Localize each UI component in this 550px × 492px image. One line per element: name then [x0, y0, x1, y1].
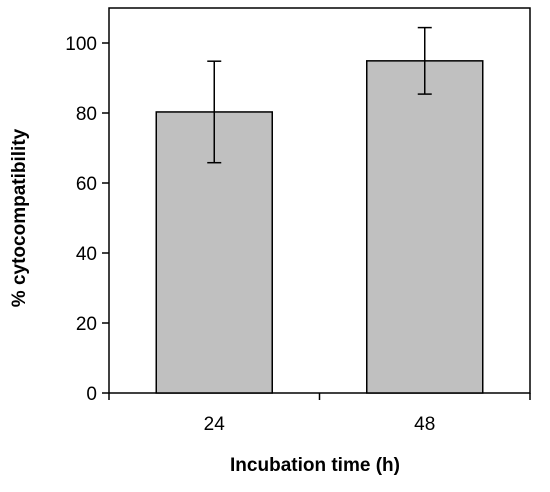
y-tick-label: 0: [86, 384, 97, 405]
y-tick-label: 80: [76, 104, 97, 125]
y-tick-label: 100: [65, 34, 97, 55]
y-tick-label: 60: [76, 174, 97, 195]
bar: [366, 60, 484, 394]
x-tick-label: 48: [414, 414, 435, 435]
y-tick-label: 20: [76, 314, 97, 335]
x-axis-title: Incubation time (h): [230, 455, 400, 476]
y-axis-title: % cytocompatibility: [9, 128, 30, 307]
plot-area: 0 20 40 60 80 100 24 48: [65, 7, 531, 435]
x-tick-label: 24: [204, 414, 226, 435]
y-tick-label: 40: [76, 244, 97, 265]
